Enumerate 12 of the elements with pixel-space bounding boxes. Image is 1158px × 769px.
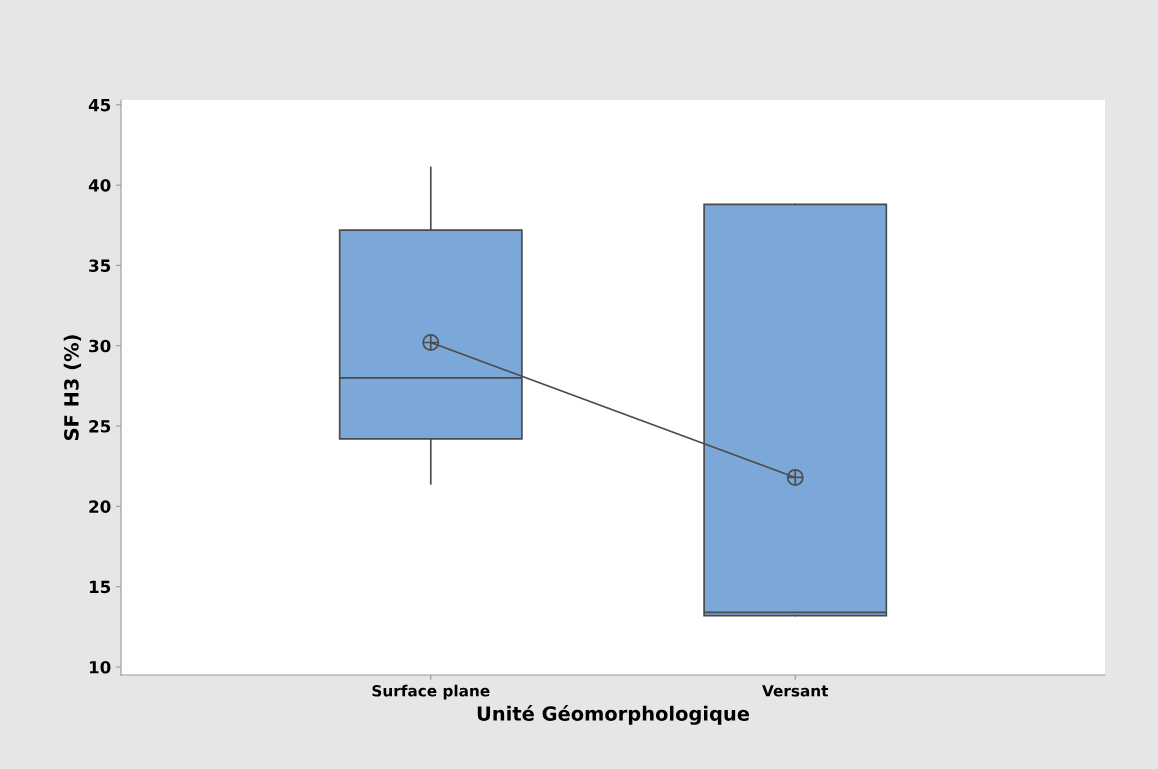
y-tick-label: 45 xyxy=(88,99,111,112)
y-tick-label: 30 xyxy=(89,339,111,353)
y-tick-label: 25 xyxy=(89,420,111,433)
y-tick-label: 20 xyxy=(89,500,111,513)
y-tick-label: 35 xyxy=(89,259,111,272)
y-tick-label: 15 xyxy=(89,580,111,594)
x-axis-title: Unité Géomorphologique xyxy=(477,705,750,725)
y-tick-label: 40 xyxy=(88,179,111,192)
x-tick-label: Surface plane xyxy=(372,684,490,700)
x-tick-label: Versant xyxy=(762,685,829,697)
y-axis-title: SF H3 (%) xyxy=(63,335,82,441)
y-tick-label: 10 xyxy=(89,660,111,674)
